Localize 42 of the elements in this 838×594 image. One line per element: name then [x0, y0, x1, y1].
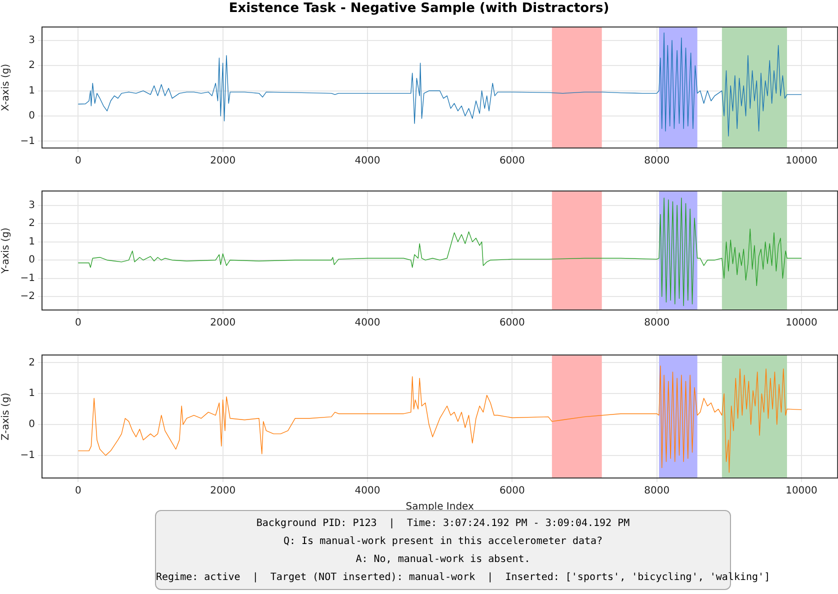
text: Regime: active | Target (NOT inserted): manual-work | Inserted: ['sports', 'bicycling', 'walking'] — [156, 571, 770, 585]
x-tick-label: 2000 — [210, 318, 236, 329]
y-tick-label: 0 — [28, 254, 35, 266]
x-tick-label: 8000 — [644, 318, 670, 329]
y-tick-label: 1 — [28, 236, 35, 248]
y-tick-label: −1 — [20, 450, 35, 462]
x-tick-label: 10000 — [786, 156, 818, 167]
x-tick-label: 10000 — [786, 486, 818, 497]
x-tick-label: 0 — [74, 318, 82, 329]
x-tick-label: 8000 — [644, 486, 670, 497]
y-tick-label: 0 — [28, 419, 35, 430]
x-tick-label: 4000 — [354, 318, 380, 329]
x-tick-label: 6000 — [499, 318, 525, 329]
x-tick-label: 6000 — [499, 156, 525, 167]
x-tick-label: 2000 — [210, 156, 236, 167]
y-axis-title: X-axis (g) — [0, 64, 12, 112]
text: A: No, manual-work is absent. — [354, 553, 532, 567]
text: Q: Is manual-work present in this accelerometer data? — [282, 535, 604, 549]
y-tick-label: 2 — [28, 218, 35, 230]
y-tick-label: 3 — [28, 34, 35, 46]
x-tick-label: 6000 — [499, 486, 525, 497]
y-tick-label: −2 — [20, 291, 35, 302]
y-axis-title: Y-axis (g) — [0, 227, 12, 274]
y-axis-title: Z-axis (g) — [0, 392, 12, 440]
x-tick-label: 8000 — [644, 156, 670, 167]
y-tick-label: 2 — [28, 357, 35, 368]
x-tick-label: 2000 — [210, 486, 236, 497]
y-tick-label: 2 — [28, 60, 35, 72]
y-tick-label: −1 — [20, 272, 35, 284]
y-tick-label: 3 — [28, 200, 35, 211]
y-tick-label: 1 — [28, 85, 35, 96]
y-tick-label: 0 — [28, 110, 35, 122]
x-tick-label: 0 — [74, 156, 82, 167]
x-axis-title: Sample Index — [406, 502, 474, 513]
x-tick-label: 4000 — [354, 486, 380, 497]
x-tick-label: 4000 — [354, 156, 380, 167]
y-tick-label: 1 — [28, 388, 35, 400]
y-tick-label: −1 — [20, 136, 35, 147]
x-tick-label: 10000 — [786, 318, 818, 329]
x-tick-label: 0 — [74, 486, 82, 497]
chart-title: Existence Task - Negative Sample (with Distractors) — [228, 1, 610, 16]
text: Background PID: P123 | Time: 3:07:24.192 PM - 3:09:04.192 PM — [255, 517, 631, 531]
